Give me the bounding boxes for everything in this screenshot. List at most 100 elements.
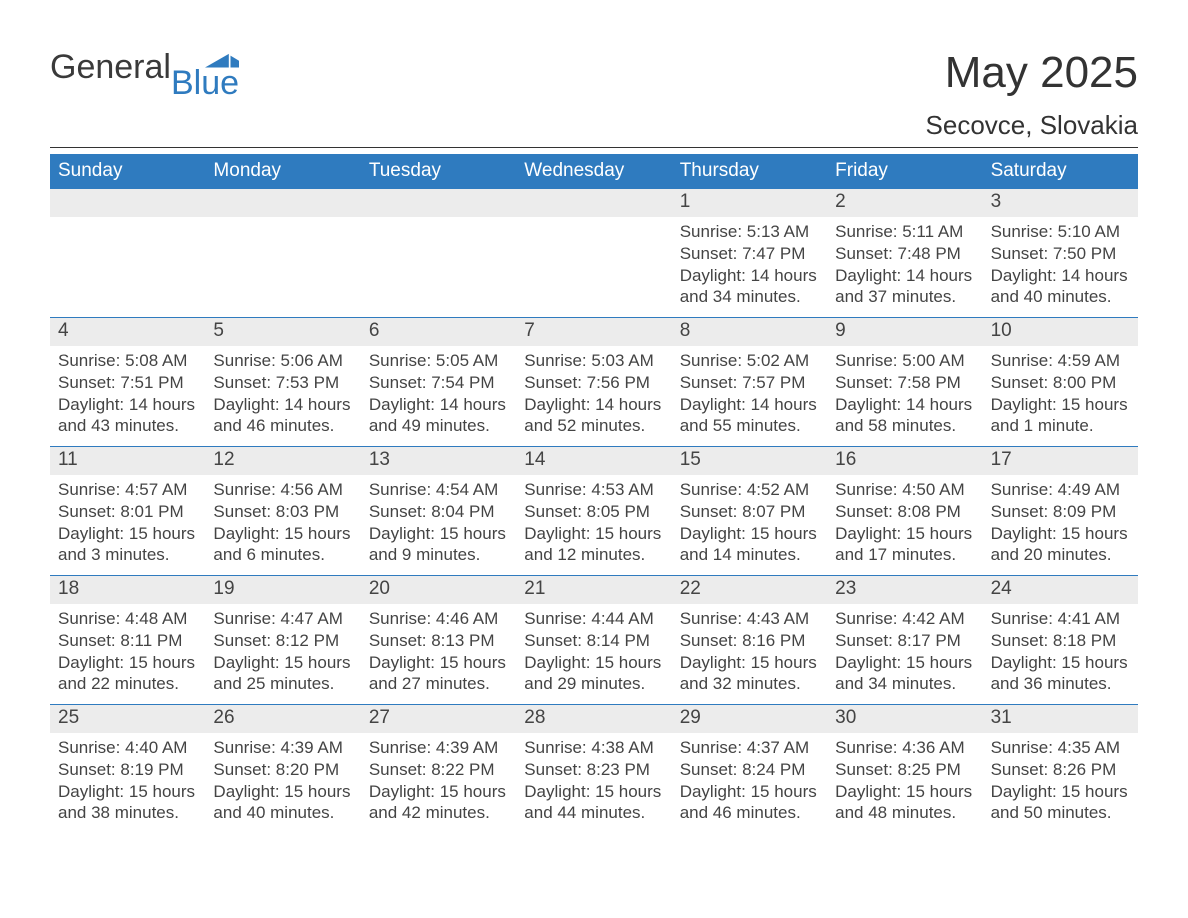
sunrise-line: Sunrise: 4:39 AM [213,737,352,759]
day-body: Sunrise: 4:38 AMSunset: 8:23 PMDaylight:… [516,733,671,832]
daylight-line: Daylight: 14 hours and 34 minutes. [680,265,819,309]
header-row: General Blue May 2025 Secovce, Slovakia [50,50,1138,141]
day-cell: 4Sunrise: 5:08 AMSunset: 7:51 PMDaylight… [50,318,205,446]
sunset-line: Sunset: 8:13 PM [369,630,508,652]
day-number: 15 [672,447,827,475]
day-number [50,189,205,217]
dow-cell: Sunday [50,154,205,189]
day-body: Sunrise: 5:05 AMSunset: 7:54 PMDaylight:… [361,346,516,445]
day-number: 19 [205,576,360,604]
daylight-line: Daylight: 14 hours and 49 minutes. [369,394,508,438]
day-cell: 21Sunrise: 4:44 AMSunset: 8:14 PMDayligh… [516,576,671,704]
dow-cell: Tuesday [361,154,516,189]
day-cell: 18Sunrise: 4:48 AMSunset: 8:11 PMDayligh… [50,576,205,704]
day-cell: 20Sunrise: 4:46 AMSunset: 8:13 PMDayligh… [361,576,516,704]
day-body: Sunrise: 4:53 AMSunset: 8:05 PMDaylight:… [516,475,671,574]
daylight-line: Daylight: 14 hours and 58 minutes. [835,394,974,438]
day-body: Sunrise: 4:49 AMSunset: 8:09 PMDaylight:… [983,475,1138,574]
day-number: 16 [827,447,982,475]
day-body: Sunrise: 4:48 AMSunset: 8:11 PMDaylight:… [50,604,205,703]
day-body: Sunrise: 5:06 AMSunset: 7:53 PMDaylight:… [205,346,360,445]
day-body: Sunrise: 5:10 AMSunset: 7:50 PMDaylight:… [983,217,1138,316]
daylight-line: Daylight: 15 hours and 20 minutes. [991,523,1130,567]
sunrise-line: Sunrise: 5:02 AM [680,350,819,372]
day-body: Sunrise: 4:42 AMSunset: 8:17 PMDaylight:… [827,604,982,703]
empty-cell [361,189,516,317]
calendar-grid: SundayMondayTuesdayWednesdayThursdayFrid… [50,154,1138,833]
sunrise-line: Sunrise: 5:11 AM [835,221,974,243]
sunrise-line: Sunrise: 4:56 AM [213,479,352,501]
day-number: 11 [50,447,205,475]
sunset-line: Sunset: 7:53 PM [213,372,352,394]
days-of-week-row: SundayMondayTuesdayWednesdayThursdayFrid… [50,154,1138,189]
day-number: 29 [672,705,827,733]
sunset-line: Sunset: 8:05 PM [524,501,663,523]
sunset-line: Sunset: 8:01 PM [58,501,197,523]
day-body: Sunrise: 4:59 AMSunset: 8:00 PMDaylight:… [983,346,1138,445]
day-number: 18 [50,576,205,604]
dow-cell: Saturday [983,154,1138,189]
daylight-line: Daylight: 14 hours and 46 minutes. [213,394,352,438]
empty-cell [50,189,205,317]
day-body: Sunrise: 4:39 AMSunset: 8:20 PMDaylight:… [205,733,360,832]
sunrise-line: Sunrise: 4:52 AM [680,479,819,501]
day-cell: 14Sunrise: 4:53 AMSunset: 8:05 PMDayligh… [516,447,671,575]
sunrise-line: Sunrise: 5:10 AM [991,221,1130,243]
daylight-line: Daylight: 14 hours and 52 minutes. [524,394,663,438]
day-cell: 28Sunrise: 4:38 AMSunset: 8:23 PMDayligh… [516,705,671,833]
day-cell: 11Sunrise: 4:57 AMSunset: 8:01 PMDayligh… [50,447,205,575]
daylight-line: Daylight: 15 hours and 44 minutes. [524,781,663,825]
week-row: 25Sunrise: 4:40 AMSunset: 8:19 PMDayligh… [50,704,1138,833]
day-body: Sunrise: 4:36 AMSunset: 8:25 PMDaylight:… [827,733,982,832]
empty-cell [205,189,360,317]
sunrise-line: Sunrise: 4:49 AM [991,479,1130,501]
dow-cell: Friday [827,154,982,189]
day-cell: 13Sunrise: 4:54 AMSunset: 8:04 PMDayligh… [361,447,516,575]
day-body: Sunrise: 4:37 AMSunset: 8:24 PMDaylight:… [672,733,827,832]
sunrise-line: Sunrise: 4:59 AM [991,350,1130,372]
day-number: 9 [827,318,982,346]
weeks-container: 1Sunrise: 5:13 AMSunset: 7:47 PMDaylight… [50,189,1138,833]
daylight-line: Daylight: 15 hours and 25 minutes. [213,652,352,696]
sunset-line: Sunset: 8:03 PM [213,501,352,523]
day-body: Sunrise: 4:40 AMSunset: 8:19 PMDaylight:… [50,733,205,832]
brand-word-general: General [50,50,171,84]
sunset-line: Sunset: 7:51 PM [58,372,197,394]
day-body: Sunrise: 4:56 AMSunset: 8:03 PMDaylight:… [205,475,360,574]
day-cell: 31Sunrise: 4:35 AMSunset: 8:26 PMDayligh… [983,705,1138,833]
brand-word-blue: Blue [171,66,239,100]
brand-logo: General Blue [50,50,239,100]
sunrise-line: Sunrise: 4:35 AM [991,737,1130,759]
month-title: May 2025 [926,50,1138,96]
day-cell: 12Sunrise: 4:56 AMSunset: 8:03 PMDayligh… [205,447,360,575]
day-number: 25 [50,705,205,733]
sunset-line: Sunset: 8:22 PM [369,759,508,781]
day-number: 28 [516,705,671,733]
day-number: 24 [983,576,1138,604]
week-row: 11Sunrise: 4:57 AMSunset: 8:01 PMDayligh… [50,446,1138,575]
header-rule [50,147,1138,148]
sunrise-line: Sunrise: 5:05 AM [369,350,508,372]
sunset-line: Sunset: 8:24 PM [680,759,819,781]
day-number: 26 [205,705,360,733]
day-body: Sunrise: 4:54 AMSunset: 8:04 PMDaylight:… [361,475,516,574]
sunset-line: Sunset: 8:07 PM [680,501,819,523]
daylight-line: Daylight: 15 hours and 14 minutes. [680,523,819,567]
day-body: Sunrise: 5:03 AMSunset: 7:56 PMDaylight:… [516,346,671,445]
daylight-line: Daylight: 15 hours and 38 minutes. [58,781,197,825]
sunrise-line: Sunrise: 4:36 AM [835,737,974,759]
daylight-line: Daylight: 15 hours and 6 minutes. [213,523,352,567]
sunrise-line: Sunrise: 5:06 AM [213,350,352,372]
daylight-line: Daylight: 15 hours and 48 minutes. [835,781,974,825]
day-body: Sunrise: 4:41 AMSunset: 8:18 PMDaylight:… [983,604,1138,703]
sunrise-line: Sunrise: 4:46 AM [369,608,508,630]
day-number: 10 [983,318,1138,346]
day-number: 5 [205,318,360,346]
sunset-line: Sunset: 8:25 PM [835,759,974,781]
day-body: Sunrise: 4:47 AMSunset: 8:12 PMDaylight:… [205,604,360,703]
day-number: 14 [516,447,671,475]
sunset-line: Sunset: 8:18 PM [991,630,1130,652]
daylight-line: Daylight: 14 hours and 55 minutes. [680,394,819,438]
day-cell: 24Sunrise: 4:41 AMSunset: 8:18 PMDayligh… [983,576,1138,704]
dow-cell: Thursday [672,154,827,189]
